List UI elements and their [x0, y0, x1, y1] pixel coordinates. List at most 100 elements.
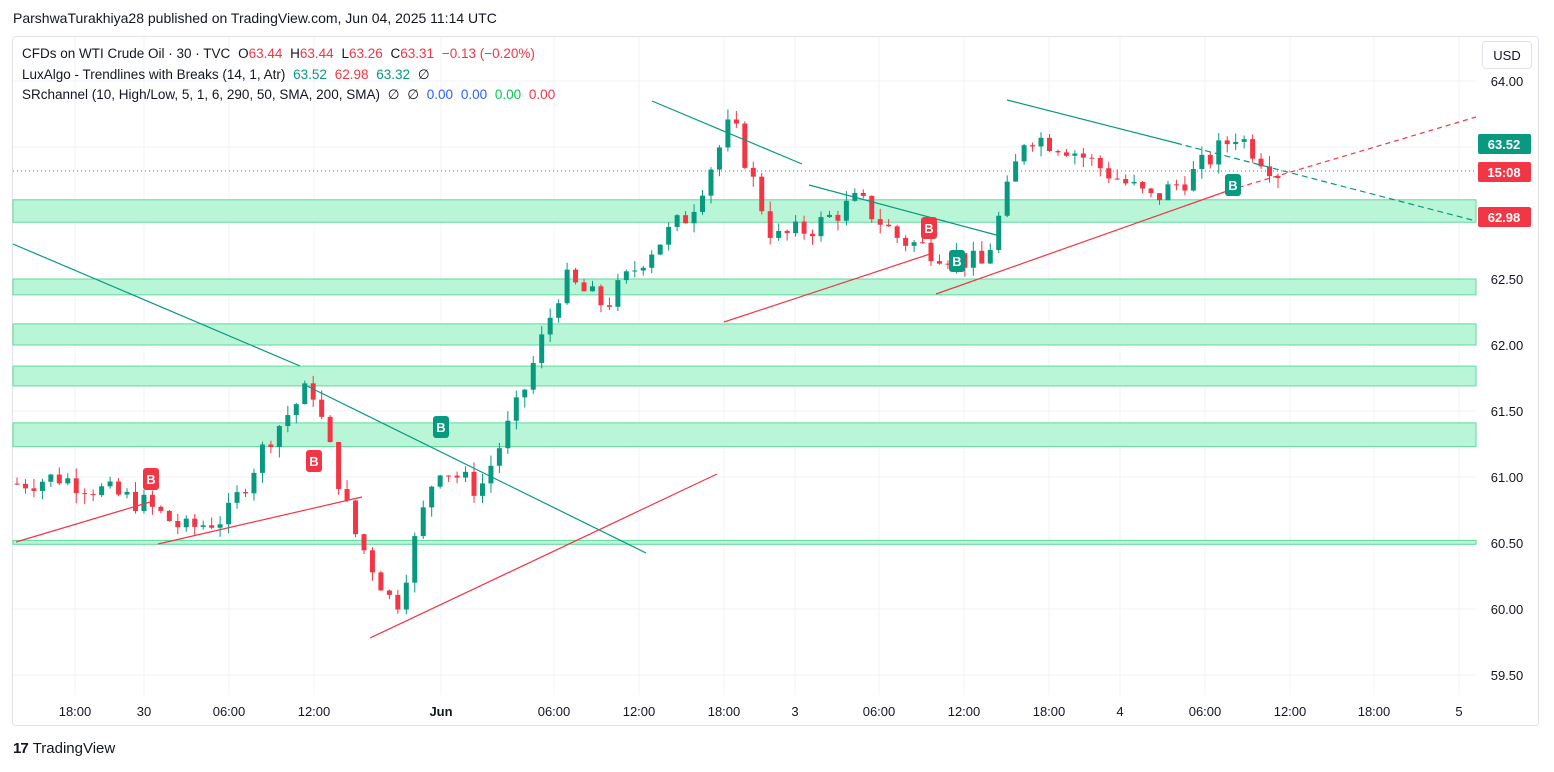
tradingview-footer[interactable]: 17 TradingView: [13, 740, 115, 757]
candle-body: [1089, 157, 1095, 159]
signal-badge: [921, 217, 937, 239]
candle-body: [886, 224, 892, 227]
candle-body: [1233, 141, 1239, 145]
candle-body: [420, 507, 426, 537]
candle-body: [82, 493, 88, 495]
sr-zone: [12, 199, 1477, 223]
candle-body: [640, 267, 646, 271]
candle-body: [1250, 139, 1256, 159]
candle-body: [395, 594, 401, 610]
brand-name: TradingView: [32, 740, 116, 757]
candle-body: [1004, 181, 1010, 216]
candle-body: [1224, 140, 1230, 145]
candle-body: [513, 397, 519, 421]
candle-body: [369, 550, 375, 573]
candle-body: [835, 214, 841, 221]
sr-zones: [12, 199, 1477, 545]
indicator-value: 63.52: [293, 66, 327, 82]
candle-body: [1013, 161, 1019, 182]
candle-body: [522, 389, 528, 398]
candle-body: [56, 474, 62, 484]
trendline: [1229, 116, 1477, 191]
ohlc-close-label: C: [390, 46, 401, 61]
candle-body: [1207, 154, 1213, 165]
candle-body: [1106, 168, 1112, 179]
price-tag-red: 62.98: [1488, 210, 1521, 225]
x-tick-label: Jun: [429, 704, 452, 719]
x-tick-label: 06:00: [538, 704, 571, 719]
indicator-value: 0.00: [494, 87, 522, 102]
indicator-value: ∅: [387, 87, 400, 102]
candles: [14, 109, 1281, 615]
trendline: [306, 385, 647, 554]
candle-body: [158, 506, 164, 511]
candle-body: [589, 286, 595, 292]
candle-body: [979, 250, 985, 264]
candle-body: [107, 481, 113, 487]
candle-body: [259, 444, 265, 473]
signal-badge: [1225, 174, 1241, 196]
ohlc-change: −0.13 (−0.20%): [441, 46, 535, 61]
x-tick-label: 18:00: [59, 704, 92, 719]
candle-body: [1165, 184, 1171, 201]
x-tick-label: 12:00: [623, 704, 656, 719]
candle-body: [336, 442, 342, 490]
candle-body: [293, 404, 299, 416]
currency-button[interactable]: USD: [1482, 41, 1532, 69]
candle-body: [488, 465, 494, 484]
indicator-value: 0.00: [426, 87, 454, 102]
candle-body: [700, 195, 706, 212]
candle-body: [1046, 137, 1052, 151]
candle-body: [1080, 153, 1086, 158]
x-tick-label: 12:00: [298, 704, 331, 719]
candle-body: [750, 167, 756, 177]
candle-body: [471, 471, 477, 496]
candle-body: [319, 399, 325, 417]
trendline: [15, 501, 151, 543]
candle-body: [843, 200, 849, 221]
legend-indicator-srchannel[interactable]: SRchannel (10, High/Low, 5, 1, 6, 290, 5…: [22, 85, 559, 106]
candle-body: [691, 211, 697, 224]
candle-body: [1038, 137, 1044, 147]
candle-body: [1123, 178, 1129, 184]
signal-badge: [143, 468, 159, 490]
legend-indicator-trendlines[interactable]: LuxAlgo - Trendlines with Breaks (14, 1,…: [22, 65, 559, 86]
candle-body: [987, 249, 993, 264]
signal-label: B: [924, 221, 933, 236]
trendline: [12, 243, 301, 367]
ohlc-low-label: L: [341, 46, 349, 61]
candle-body: [505, 420, 511, 449]
symbol-name[interactable]: CFDs on WTI Crude Oil · 30 · TVC: [22, 46, 231, 61]
candle-body: [936, 261, 942, 264]
candle-body: [1114, 178, 1120, 180]
candle-body: [1148, 188, 1154, 194]
ohlc-open-label: O: [238, 46, 249, 61]
candle-body: [454, 475, 460, 478]
sr-zone: [12, 422, 1477, 448]
x-tick-label: 18:00: [708, 704, 741, 719]
candle-body: [217, 524, 223, 528]
candle-body: [581, 282, 587, 292]
candle-body: [14, 483, 20, 485]
candle-body: [141, 494, 147, 511]
ohlc-high-label: H: [290, 46, 300, 61]
candle-body: [412, 536, 418, 583]
indicator-value: 63.32: [376, 66, 411, 82]
x-tick-label: 12:00: [1274, 704, 1307, 719]
signal-label: B: [952, 254, 961, 269]
x-tick-label: 18:00: [1358, 704, 1391, 719]
candle-body: [99, 486, 105, 496]
candle-body: [132, 491, 138, 511]
candle-body: [598, 286, 604, 306]
legend-symbol-row[interactable]: CFDs on WTI Crude Oil · 30 · TVC O63.44 …: [22, 44, 559, 65]
indicator-name[interactable]: LuxAlgo - Trendlines with Breaks (14, 1,…: [22, 66, 286, 82]
candle-body: [302, 383, 308, 405]
candle-body: [22, 483, 28, 489]
indicator-name[interactable]: SRchannel (10, High/Low, 5, 1, 6, 290, 5…: [22, 87, 380, 102]
candle-body: [1140, 181, 1146, 189]
candle-body: [1190, 168, 1196, 191]
publisher-header: ParshwaTurakhiya28 published on TradingV…: [13, 10, 497, 26]
candle-body: [606, 305, 612, 307]
price-tag-teal-box: [1478, 134, 1531, 154]
